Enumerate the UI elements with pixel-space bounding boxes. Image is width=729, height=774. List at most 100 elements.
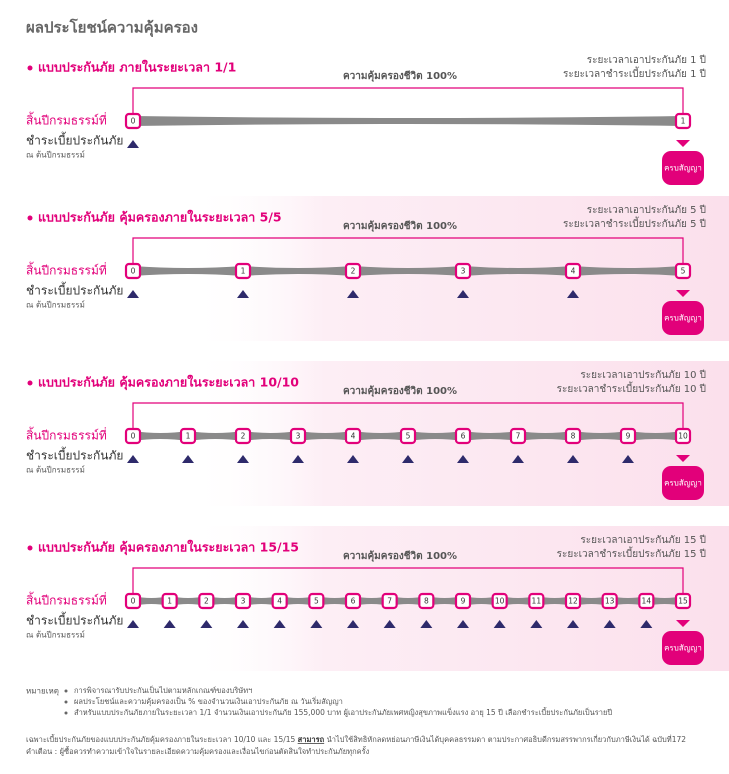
payment-marker [567, 455, 579, 463]
year-node [418, 592, 435, 610]
payment-marker [402, 455, 414, 463]
note-bullet [64, 711, 68, 715]
year-number: 5 [681, 267, 686, 276]
year-node [674, 262, 692, 280]
year-number: 4 [277, 597, 282, 606]
year-number: 8 [571, 432, 576, 441]
year-number: 11 [532, 597, 542, 606]
payment-period: ระยะเวลาชำระเบี้ยประกันภัย 15 ปี [557, 546, 706, 560]
timeline-segment [609, 596, 647, 606]
timeline-segment [646, 596, 683, 606]
payment-marker [127, 140, 139, 148]
maturity-arrow [676, 140, 690, 147]
payment-marker [493, 620, 506, 628]
pay-sublabel: ณ ต้นปีกรมธรรม์ [26, 465, 85, 475]
year-number: 0 [131, 117, 136, 126]
year-node [344, 592, 362, 610]
coverage-period: ระยะเวลาเอาประกันภัย 15 ปี [580, 534, 706, 546]
year-number: 3 [461, 267, 466, 276]
year-number: 1 [681, 117, 686, 126]
year-node [601, 592, 618, 610]
timeline-segment [353, 266, 463, 276]
notes-heading: หมายเหตุ [26, 687, 59, 696]
year-node [454, 427, 472, 445]
maturity-badge [662, 631, 704, 665]
pay-label: ชำระเบี้ยประกันภัย [26, 612, 123, 628]
year-number: 6 [351, 597, 356, 606]
year-number: 13 [605, 597, 615, 606]
year-node [454, 592, 472, 610]
year-node [638, 592, 655, 610]
year-node [234, 427, 252, 445]
timeline-segment [536, 596, 573, 606]
year-number: 0 [131, 432, 136, 441]
payment-marker [420, 620, 433, 628]
timeline-segment [133, 266, 243, 276]
maturity-badge [662, 151, 704, 185]
coverage-bracket [132, 87, 684, 113]
timeline-segment [463, 596, 500, 606]
year-node [124, 427, 142, 445]
year-node [674, 427, 692, 445]
note-bullet [64, 700, 68, 704]
year-number: 14 [642, 597, 652, 606]
payment-marker [182, 455, 194, 463]
year-number: 4 [571, 267, 576, 276]
year-node [674, 112, 692, 130]
coverage-period: ระยะเวลาเอาประกันภัย 5 ปี [587, 204, 706, 216]
payment-marker [292, 455, 304, 463]
payment-marker [512, 455, 524, 463]
year-number: 12 [568, 597, 578, 606]
coverage-label: ความคุ้มครองชีวิต 100% [343, 70, 457, 82]
payment-marker [347, 455, 359, 463]
year-number: 1 [167, 597, 172, 606]
year-node [564, 427, 582, 445]
payment-marker [640, 620, 653, 628]
payment-marker [567, 620, 579, 628]
timeline-segment [279, 596, 317, 606]
pay-label: ชำระเบี้ยประกันภัย [26, 132, 123, 148]
year-number: 6 [461, 432, 466, 441]
timeline-segment [408, 431, 463, 441]
year-number: 0 [131, 597, 136, 606]
year-end-label: สิ้นปีกรมธรรม์ที่ [26, 592, 107, 608]
tax-note: เฉพาะเบี้ยประกันภัยของแบบประกันภัยคุ้มคร… [26, 734, 686, 744]
section-title: แบบประกันภัย คุ้มครองภายในระยะเวลา 5/5 [38, 210, 282, 226]
year-end-label: สิ้นปีกรมธรรม์ที่ [26, 112, 107, 128]
pay-sublabel: ณ ต้นปีกรมธรรม์ [26, 630, 85, 640]
note-item: การพิจารณารับประกันเป็นไปตามหลักเกณฑ์ของ… [74, 685, 252, 695]
maturity-badge [662, 466, 704, 500]
year-number: 2 [351, 267, 356, 276]
year-node [124, 262, 142, 280]
year-node [271, 592, 288, 610]
timeline-segment [573, 596, 610, 606]
year-node [564, 262, 582, 280]
pay-label: ชำระเบี้ยประกันภัย [26, 282, 123, 298]
payment-marker [200, 620, 213, 628]
year-number: 10 [495, 597, 505, 606]
bullet [27, 380, 33, 386]
maturity-label: ครบสัญญา [664, 164, 702, 173]
maturity-arrow [676, 620, 690, 627]
payment-marker [603, 620, 616, 628]
coverage-period: ระยะเวลาเอาประกันภัย 1 ปี [587, 54, 706, 66]
year-number: 5 [314, 597, 319, 606]
coverage-bracket [132, 237, 684, 263]
year-node [344, 262, 362, 280]
timeline-segment [298, 431, 353, 441]
coverage-period: ระยะเวลาเอาประกันภัย 10 ปี [580, 369, 706, 381]
coverage-label: ความคุ้มครองชีวิต 100% [343, 385, 457, 397]
year-node [674, 592, 692, 610]
timeline-segment [573, 431, 628, 441]
payment-marker [622, 455, 634, 463]
year-node [179, 427, 197, 445]
timeline-segment [573, 266, 683, 276]
coverage-label: ความคุ้มครองชีวิต 100% [343, 550, 457, 562]
coverage-bracket [132, 402, 684, 428]
year-number: 2 [204, 597, 209, 606]
payment-marker [347, 290, 359, 298]
year-number: 1 [186, 432, 191, 441]
year-number: 9 [626, 432, 631, 441]
year-number: 5 [406, 432, 411, 441]
